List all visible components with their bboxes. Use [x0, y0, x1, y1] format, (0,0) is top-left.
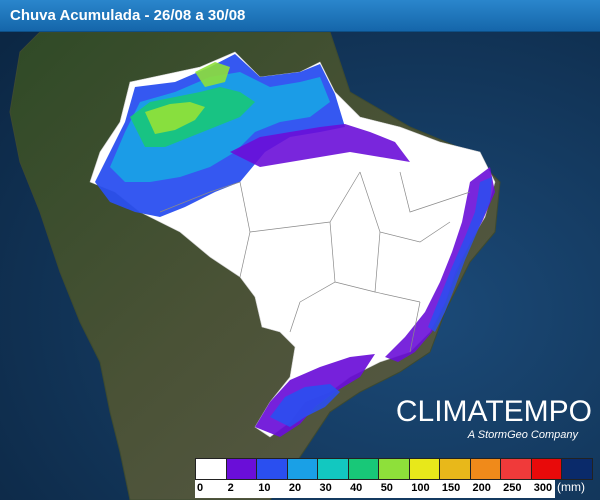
legend-labels: 0 2 10 20 30 40 50 100 150 200 250 300 — [195, 480, 555, 498]
rain-purple-east-coast — [385, 167, 495, 362]
legend-swatch — [287, 459, 319, 479]
rainfall-map — [0, 32, 600, 500]
legend-tick-label: 0 — [197, 482, 204, 494]
rain-blue-east-coast — [428, 177, 492, 332]
legend-swatch — [470, 459, 502, 479]
rain-green-northeast — [195, 62, 230, 87]
rain-green-north — [145, 102, 205, 134]
legend-tick-label: 300 — [533, 482, 553, 494]
legend-tick-label: 20 — [288, 482, 302, 494]
rain-blue-south — [270, 384, 340, 427]
legend-tick-label: 30 — [319, 482, 332, 494]
legend-swatch — [226, 459, 258, 479]
legend-tick-label: 2 — [227, 482, 234, 494]
legend-swatch — [501, 459, 532, 479]
legend-swatches — [195, 458, 593, 480]
rain-purple-north — [230, 124, 410, 167]
legend-tick-label: 50 — [380, 482, 393, 494]
legend-unit: (mm) — [557, 480, 585, 494]
climatempo-logo: CLIMATEMPO A StormGeo Company — [396, 396, 592, 442]
legend-swatch — [409, 459, 441, 479]
legend-swatch — [348, 459, 380, 479]
brand-name: CLIMATEMPO — [395, 395, 592, 428]
legend-swatch — [562, 459, 592, 479]
state-borders — [159, 171, 471, 353]
legend-swatch — [531, 459, 563, 479]
legend-tick-label: 100 — [411, 482, 430, 494]
legend-swatch — [196, 459, 227, 479]
legend-tick-label: 200 — [472, 482, 491, 494]
legend-tick-label: 10 — [258, 482, 271, 494]
legend-swatch — [318, 459, 349, 479]
brand-subtitle: A StormGeo Company — [467, 429, 578, 441]
rainfall-legend: 0 2 10 20 30 40 50 100 150 200 250 300 (mm) — [195, 458, 595, 498]
legend-swatch — [440, 459, 471, 479]
legend-swatch — [257, 459, 288, 479]
legend-swatch — [379, 459, 410, 479]
page-title: Chuva Acumulada - 26/08 a 30/08 — [0, 0, 600, 32]
legend-tick-label: 250 — [503, 482, 522, 494]
legend-tick-label: 40 — [350, 482, 363, 494]
legend-tick-label: 150 — [441, 482, 461, 494]
